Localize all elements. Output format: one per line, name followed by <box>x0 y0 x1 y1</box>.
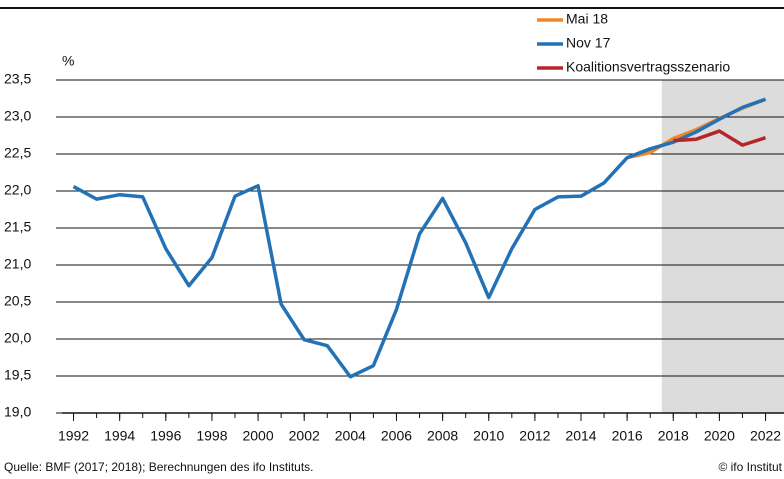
x-tick-label: 1998 <box>196 428 227 444</box>
x-tick-label: 2016 <box>612 428 643 444</box>
y-unit: % <box>62 53 74 69</box>
x-tick-label: 1992 <box>58 428 89 444</box>
x-tick-label: 2000 <box>242 428 273 444</box>
series-line <box>673 129 767 147</box>
y-tick-label: 20,5 <box>4 293 31 309</box>
x-tick-label: 2020 <box>704 428 735 444</box>
series-line <box>72 97 767 379</box>
y-tick-label: 19,0 <box>4 404 31 420</box>
y-tick-label: 22,5 <box>4 145 31 161</box>
y-tick-label: 21,5 <box>4 219 31 235</box>
x-tick-label: 2008 <box>427 428 458 444</box>
x-tick-label: 1996 <box>150 428 181 444</box>
x-tick-label: 2006 <box>381 428 412 444</box>
y-tick-label: 23,5 <box>4 71 31 87</box>
x-tick-label: 1994 <box>104 428 135 444</box>
legend-label: Mai 18 <box>566 11 608 27</box>
legend-label: Nov 17 <box>566 35 611 51</box>
x-tick-label: 2022 <box>750 428 781 444</box>
forecast-shade <box>661 80 784 413</box>
copyright: © ifo Institut <box>718 460 782 474</box>
y-tick-label: 22,0 <box>4 182 31 198</box>
y-tick-label: 21,0 <box>4 256 31 272</box>
source: Quelle: BMF (2017; 2018); Berechnungen d… <box>4 460 314 474</box>
y-tick-label: 20,0 <box>4 330 31 346</box>
x-tick-label: 2010 <box>473 428 504 444</box>
x-tick-label: 2012 <box>519 428 550 444</box>
x-tick-label: 2014 <box>565 428 596 444</box>
x-tick-label: 2004 <box>335 428 366 444</box>
x-tick-label: 2002 <box>289 428 320 444</box>
legend-label: Koalitionsvertragsszenario <box>566 59 730 75</box>
y-tick-label: 19,5 <box>4 367 31 383</box>
x-tick-label: 2018 <box>658 428 689 444</box>
y-tick-label: 23,0 <box>4 108 31 124</box>
